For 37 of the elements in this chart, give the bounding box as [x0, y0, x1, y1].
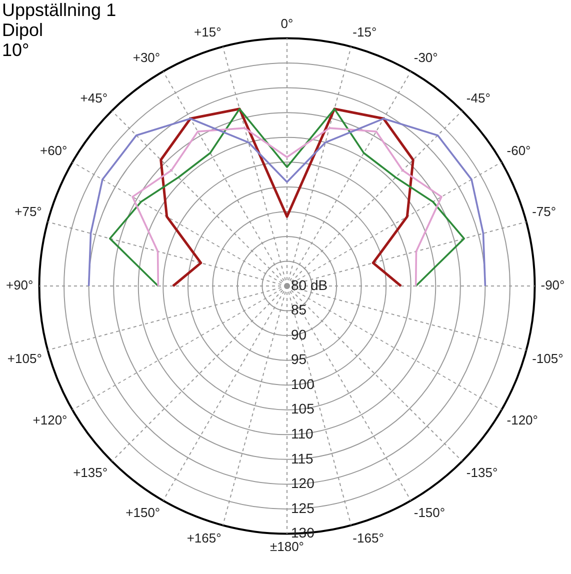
text: 10°: [2, 40, 30, 60]
y-tick-label: 95: [291, 351, 307, 368]
spoke-label: +150°: [126, 505, 160, 520]
spoke-label: 0°: [280, 16, 294, 32]
spoke-label: -90°: [540, 278, 565, 293]
spoke-label: +60°: [40, 142, 68, 158]
y-tick-label: 120: [291, 475, 315, 492]
spoke-label: +75°: [14, 204, 42, 220]
y-tick-label: 85: [291, 302, 307, 318]
spoke-label: -45°: [466, 90, 490, 106]
y-tick-label: 125: [291, 500, 315, 516]
y-tick-label: 100: [291, 376, 315, 392]
spoke-label: -135°: [466, 464, 498, 480]
y-tick-label: 90: [291, 326, 307, 342]
y-tick-label: 80 dB: [291, 276, 328, 293]
spoke-label: +15°: [194, 24, 222, 40]
spoke-label: -105°: [532, 351, 564, 366]
spoke-label: -120°: [506, 412, 538, 428]
spoke-label: +120°: [32, 412, 68, 428]
spoke-label: -30°: [414, 50, 438, 66]
spoke-label: -15°: [352, 24, 377, 40]
y-tick-label: 105: [291, 400, 315, 417]
y-tick-label: 110: [291, 426, 314, 442]
spoke-label: +90°: [6, 278, 34, 293]
spoke-label: -75°: [532, 204, 556, 220]
spoke-label: +105°: [7, 351, 42, 366]
spoke-label: +135°: [73, 464, 108, 480]
spoke-label: +30°: [132, 50, 160, 66]
y-tick-label: 115: [291, 450, 314, 466]
chart-subtitle: Dipol: [2, 20, 44, 40]
spoke-label: +45°: [80, 90, 108, 106]
spoke-label: -150°: [414, 505, 446, 520]
spoke-label: -165°: [352, 530, 384, 546]
spoke-label: +165°: [186, 530, 222, 546]
spoke-label: -60°: [506, 142, 531, 158]
chart-title: Uppställning 1: [2, 0, 116, 20]
spoke-label: ±180°: [270, 539, 304, 554]
